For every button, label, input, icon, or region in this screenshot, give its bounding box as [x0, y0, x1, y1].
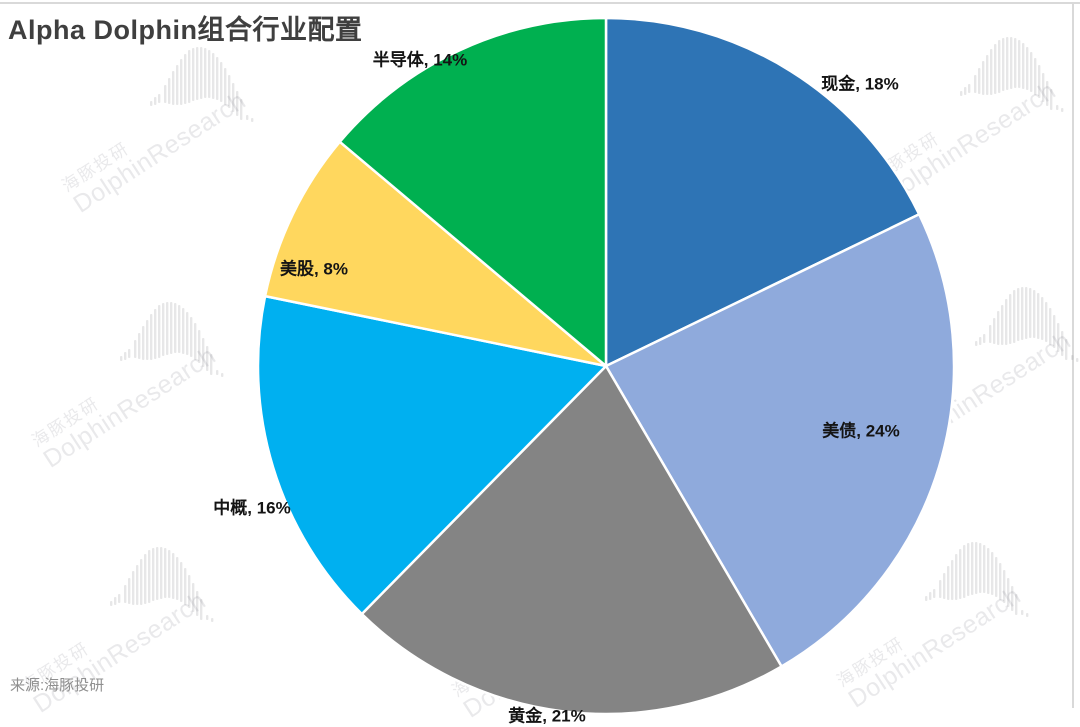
- pie-slice-0-现金: [604, 16, 921, 368]
- pie-label-5-半导体: 半导体, 14%: [372, 50, 468, 70]
- chart-title: Alpha Dolphin组合行业配置: [8, 15, 363, 45]
- pie-label-3-中概: 中概, 16%: [213, 498, 291, 518]
- top-border-line: [0, 2, 1080, 4]
- pie-slice-3-中概: [256, 294, 608, 616]
- pie-slice-1-美债: [604, 213, 956, 668]
- pie-slice-2-黄金: [360, 364, 783, 716]
- source-note: 来源:海豚投研: [10, 677, 105, 694]
- pie-label-1-美债: 美债, 24%: [822, 421, 900, 441]
- right-border-line: [1072, 2, 1074, 708]
- pie-label-2-黄金: 黄金, 21%: [508, 706, 586, 726]
- pie-label-4-美股: 美股, 8%: [279, 259, 349, 279]
- pie-slice-4-美股: [263, 140, 608, 368]
- pie-label-0-现金: 现金, 18%: [821, 74, 899, 94]
- pie-slice-5-半导体: [338, 16, 608, 368]
